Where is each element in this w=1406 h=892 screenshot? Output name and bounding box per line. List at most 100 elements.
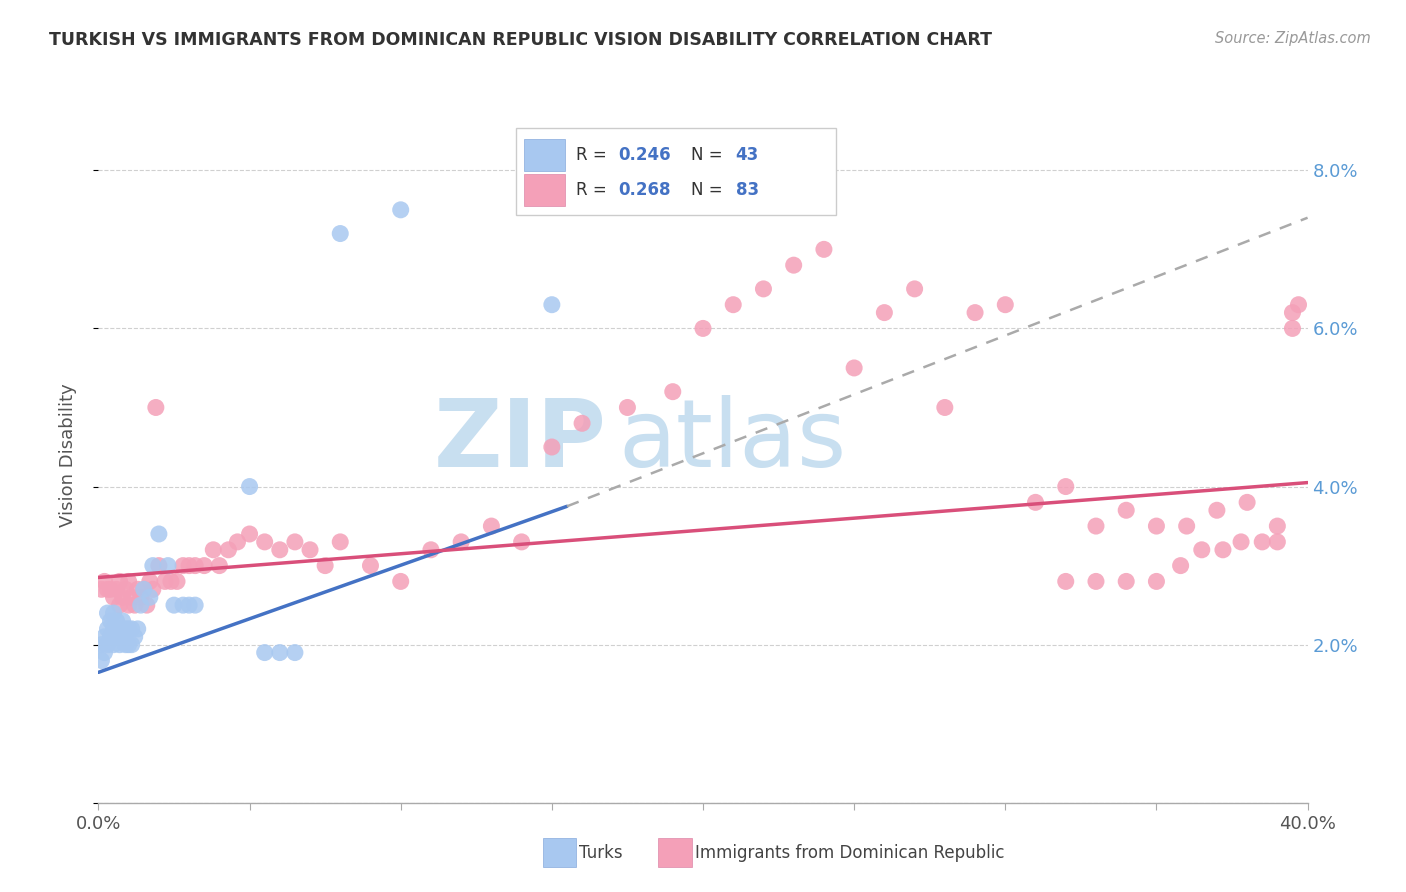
Point <box>226 534 249 549</box>
Point <box>124 598 146 612</box>
Point <box>1236 495 1258 509</box>
Point <box>118 598 141 612</box>
Point <box>121 622 143 636</box>
Point <box>129 598 152 612</box>
Point <box>172 558 194 573</box>
Point <box>752 282 775 296</box>
Point <box>118 638 141 652</box>
Point <box>1288 298 1310 312</box>
Point <box>108 574 131 589</box>
Point <box>239 527 262 541</box>
Text: N =: N = <box>690 146 728 164</box>
Point <box>124 630 146 644</box>
Point <box>132 582 155 597</box>
Point <box>360 558 382 573</box>
Point <box>616 401 638 415</box>
Point <box>93 574 115 589</box>
Point <box>571 417 593 431</box>
Point <box>100 630 122 644</box>
Text: 0.268: 0.268 <box>619 181 671 199</box>
Point <box>145 401 167 415</box>
Point <box>1251 534 1274 549</box>
Text: N =: N = <box>690 181 728 199</box>
Text: R =: R = <box>576 181 612 199</box>
Text: Turks: Turks <box>579 844 623 862</box>
Point <box>813 243 835 257</box>
Point <box>103 622 125 636</box>
Point <box>1281 305 1303 319</box>
Point <box>103 606 125 620</box>
Point <box>1212 542 1234 557</box>
Point <box>1281 321 1303 335</box>
Point <box>208 558 231 573</box>
Point <box>692 321 714 335</box>
Point <box>1024 495 1046 509</box>
Point <box>239 479 262 493</box>
Text: Source: ZipAtlas.com: Source: ZipAtlas.com <box>1215 31 1371 46</box>
Point <box>1230 534 1253 549</box>
FancyBboxPatch shape <box>516 128 837 215</box>
Point <box>105 614 128 628</box>
Point <box>1267 519 1289 533</box>
Point <box>253 646 276 660</box>
Text: 83: 83 <box>735 181 759 199</box>
Point <box>450 534 472 549</box>
Point <box>540 298 562 312</box>
Point <box>1267 534 1289 549</box>
Point <box>108 598 131 612</box>
Point <box>118 622 141 636</box>
Point <box>160 574 183 589</box>
Text: TURKISH VS IMMIGRANTS FROM DOMINICAN REPUBLIC VISION DISABILITY CORRELATION CHAR: TURKISH VS IMMIGRANTS FROM DOMINICAN REP… <box>49 31 993 49</box>
Point <box>1085 574 1108 589</box>
Point <box>156 558 179 573</box>
Point <box>389 202 412 217</box>
Point <box>481 519 503 533</box>
Point <box>934 401 956 415</box>
Point <box>1170 558 1192 573</box>
Point <box>179 598 201 612</box>
Point <box>1054 574 1077 589</box>
Point <box>179 558 201 573</box>
Text: Immigrants from Dominican Republic: Immigrants from Dominican Republic <box>695 844 1004 862</box>
Point <box>873 305 896 319</box>
Point <box>329 534 352 549</box>
Point <box>1144 519 1167 533</box>
Point <box>114 638 136 652</box>
Point <box>1191 542 1213 557</box>
Point <box>93 630 115 644</box>
Text: 0.246: 0.246 <box>619 146 671 164</box>
Point <box>100 582 122 597</box>
Point <box>111 630 134 644</box>
Point <box>965 305 987 319</box>
Point <box>184 558 207 573</box>
Text: 43: 43 <box>735 146 759 164</box>
Point <box>96 622 118 636</box>
Point <box>299 542 322 557</box>
Point <box>142 558 165 573</box>
Point <box>114 622 136 636</box>
Point <box>269 542 291 557</box>
Point <box>1115 574 1137 589</box>
Point <box>844 360 866 375</box>
Point <box>1175 519 1198 533</box>
Point <box>93 646 115 660</box>
Point <box>163 598 186 612</box>
Point <box>127 582 149 597</box>
Text: atlas: atlas <box>619 395 846 487</box>
Y-axis label: Vision Disability: Vision Disability <box>59 383 77 527</box>
Point <box>121 638 143 652</box>
Point <box>193 558 215 573</box>
Point <box>1206 503 1229 517</box>
Point <box>661 384 683 399</box>
Point <box>202 542 225 557</box>
Point <box>329 227 352 241</box>
Point <box>540 440 562 454</box>
Point <box>105 582 128 597</box>
Point <box>1115 503 1137 517</box>
Point <box>723 298 745 312</box>
Point <box>100 614 122 628</box>
Point <box>184 598 207 612</box>
Point <box>135 598 157 612</box>
Point <box>172 598 194 612</box>
Point <box>139 591 162 605</box>
